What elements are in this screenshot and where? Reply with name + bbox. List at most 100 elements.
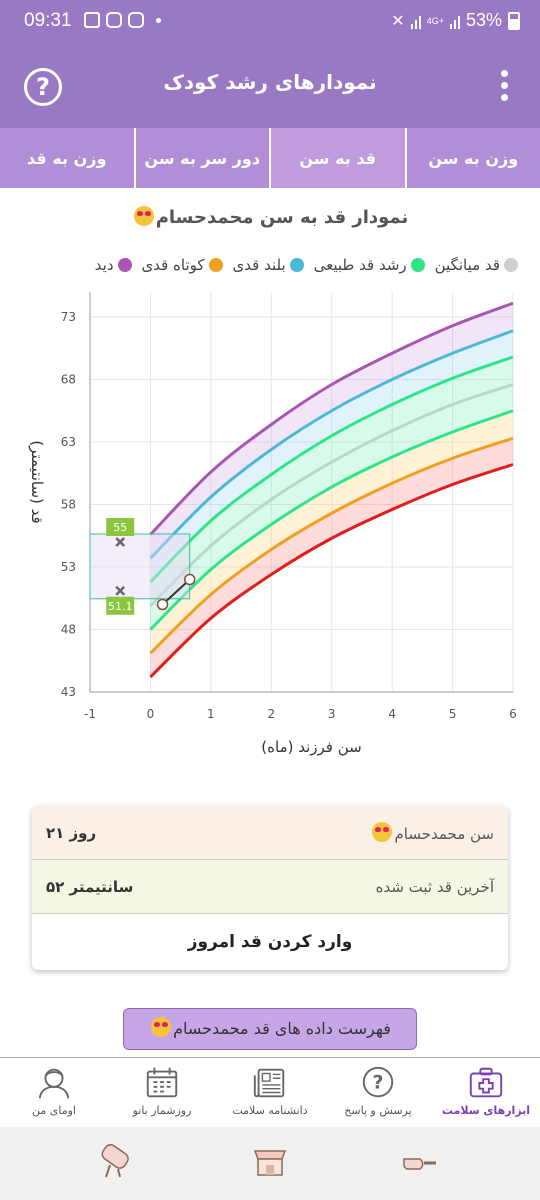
chart-band xyxy=(150,330,513,582)
age-row: ۲۱ روز سن محمدحسام xyxy=(32,806,508,860)
series-line xyxy=(149,383,514,607)
y-axis-title: قد (سانتیمتر) xyxy=(28,440,46,523)
marker-label-bg xyxy=(106,596,135,615)
overflow-menu-button[interactable] xyxy=(498,70,510,106)
y-tick-label: 43 xyxy=(61,685,76,699)
x-tick-label: 0 xyxy=(147,707,155,721)
chart-legend: دید کوتاه قدی بلند قدی رشد قد طبیعی قد م… xyxy=(95,256,518,274)
nav-my-profile[interactable]: اومای من xyxy=(6,1058,102,1127)
app-bar: ? نمودارهای رشد کودک xyxy=(0,44,540,128)
user-avatar-icon xyxy=(38,1068,70,1099)
nav-label: پرسش و پاسخ xyxy=(344,1104,412,1117)
mute-icon: ✕ xyxy=(391,12,405,30)
legend-label: قد میانگین xyxy=(434,256,500,274)
star-eyes-emoji-icon xyxy=(372,822,393,842)
enter-today-height-button[interactable]: وارد کردن قد امروز xyxy=(187,932,353,952)
chart-title-text: نمودار قد به سن محمدحسام xyxy=(155,207,409,228)
status-time: 09:31 xyxy=(24,10,72,31)
legend-dot xyxy=(410,258,425,272)
legend-dot xyxy=(504,258,518,272)
more-notifications-icon xyxy=(156,17,161,23)
tab-head-for-age[interactable]: دور سر به سن xyxy=(133,128,270,188)
series-line xyxy=(149,409,514,631)
height-data-list-button[interactable]: فهرست داده های قد محمدحسام xyxy=(123,1008,417,1050)
series-line xyxy=(149,301,514,536)
marker-label: 55 xyxy=(113,521,127,534)
tab-height-for-age[interactable]: قد به سن xyxy=(269,128,405,188)
legend-label: بلند قدی xyxy=(232,256,286,274)
series-line xyxy=(149,329,514,560)
y-tick-label: 58 xyxy=(61,498,76,512)
system-navigation xyxy=(0,1127,540,1200)
battery-icon xyxy=(508,11,520,30)
battery-percent: 53% xyxy=(465,10,502,30)
tab-weight-for-height[interactable]: وزن به قد xyxy=(27,148,107,168)
chart-band xyxy=(150,410,513,654)
marker-point xyxy=(115,537,126,547)
height-row: ۵۲ سانتیمتر آخرین قد ثبت شده xyxy=(32,860,508,914)
calendar-icon xyxy=(146,1067,178,1098)
signal-icon xyxy=(410,13,421,29)
tab-weight-for-age[interactable]: وزن به سن xyxy=(404,128,540,188)
ice-cream-icon[interactable] xyxy=(96,1141,136,1181)
height-label: آخرین قد ثبت شده xyxy=(375,877,494,896)
tool-icon[interactable] xyxy=(400,1141,440,1181)
svg-text:?: ? xyxy=(372,1072,383,1094)
nav-label: اومای من xyxy=(32,1104,76,1117)
height-for-age-chart: -1 0 1 2 3 4 5 6 43 48 53 58 63 68 73 55 51.1 سن فرزند (م… xyxy=(28,292,517,756)
nav-health-tools[interactable]: ابزارهای سلامت xyxy=(438,1058,534,1127)
series-line xyxy=(149,463,514,679)
child-point xyxy=(183,573,196,586)
x-tick-label: 4 xyxy=(388,707,396,721)
help-button[interactable]: ? xyxy=(24,68,62,106)
legend-item[interactable]: قد میانگین xyxy=(435,256,518,274)
list-button-label: فهرست داده های قد محمدحسام xyxy=(173,1019,391,1038)
chart-band xyxy=(150,303,513,559)
chart-tabs: وزن به سن قد به سن دور سر به سن وزن به ق… xyxy=(0,128,540,188)
nav-qa[interactable]: ? پرسش و پاسخ xyxy=(330,1058,426,1127)
series-line xyxy=(149,436,514,655)
network-type: 4G+ xyxy=(426,15,444,26)
marker-label-bg xyxy=(106,518,135,536)
marker-point xyxy=(115,585,126,596)
y-tick-label: 63 xyxy=(61,435,76,449)
age-label: سن محمدحسام xyxy=(370,822,494,843)
legend-label: رشد قد طبیعی xyxy=(313,256,407,274)
chart-title: نمودار قد به سن محمدحسام xyxy=(0,206,540,228)
x-tick-label: -1 xyxy=(84,707,96,721)
y-tick-label: 48 xyxy=(61,623,76,637)
gallery-icon xyxy=(84,12,100,28)
legend-item[interactable]: دید xyxy=(95,256,132,274)
legend-item[interactable]: کوتاه قدی xyxy=(142,256,223,274)
nav-label: ابزارهای سلامت xyxy=(441,1104,531,1117)
x-tick-label: 5 xyxy=(449,707,457,721)
chart-band xyxy=(150,357,513,606)
signal-icon-2 xyxy=(449,13,460,29)
x-tick-label: 6 xyxy=(509,707,517,721)
info-card: ۲۱ روز سن محمدحسام ۵۲ سانتیمتر آخرین قد … xyxy=(32,806,508,970)
height-value: ۵۲ سانتیمتر xyxy=(46,877,134,896)
chart-band xyxy=(150,438,513,677)
notification-icons xyxy=(84,12,161,28)
nav-label: روزشمار بانو xyxy=(132,1104,192,1117)
page-title: نمودارهای رشد کودک xyxy=(163,70,377,94)
legend-label: کوتاه قدی xyxy=(141,256,205,274)
instagram-icon xyxy=(128,12,144,28)
status-bar: 09:31 ✕ 4G+ 53% xyxy=(0,0,540,44)
legend-item[interactable]: رشد قد طبیعی xyxy=(314,256,425,274)
x-axis-title: سن فرزند (ماه) xyxy=(261,738,361,756)
legend-item[interactable]: بلند قدی xyxy=(233,256,304,274)
nav-label: دانشنامه سلامت xyxy=(232,1104,308,1117)
nav-calendar[interactable]: روزشمار بانو xyxy=(114,1058,210,1127)
y-tick-label: 53 xyxy=(61,560,76,574)
medical-kit-icon xyxy=(469,1067,503,1098)
question-bubble-icon: ? xyxy=(362,1066,394,1098)
marker-label: 51.1 xyxy=(108,600,133,613)
age-value: ۲۱ روز xyxy=(46,823,97,842)
status-right: ✕ 4G+ 53% xyxy=(391,10,520,31)
shop-icon[interactable] xyxy=(250,1141,290,1181)
legend-dot xyxy=(289,258,304,272)
nav-encyclopedia[interactable]: دانشنامه سلامت xyxy=(222,1058,318,1127)
y-tick-label: 73 xyxy=(61,310,76,324)
x-tick-label: 3 xyxy=(328,707,336,721)
